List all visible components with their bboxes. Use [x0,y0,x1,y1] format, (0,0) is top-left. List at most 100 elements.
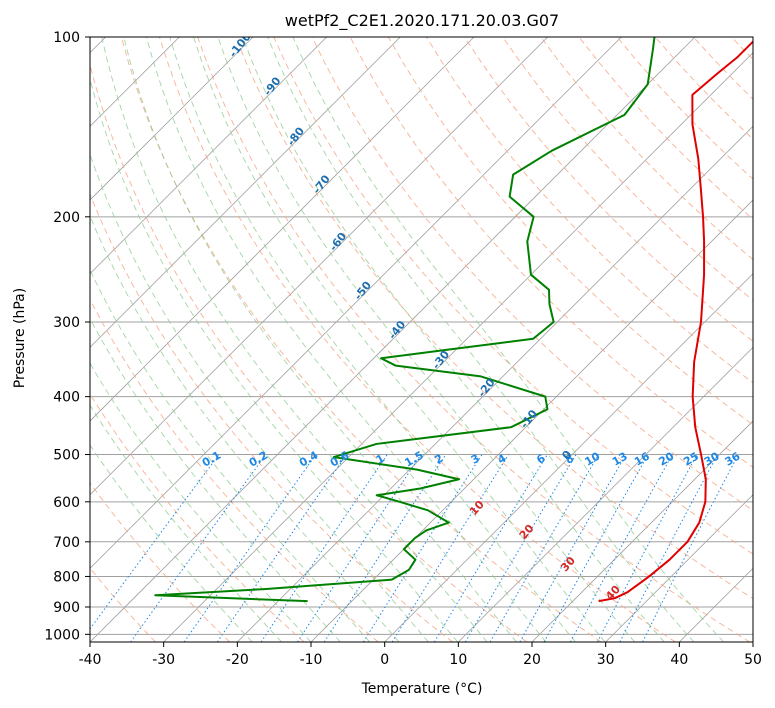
isotherm-line [90,37,254,201]
dry-adiabat-line [464,37,753,342]
mixing-ratio-line [260,454,388,642]
isotherm-line [163,52,753,642]
moist-adiabat-line [267,37,695,642]
y-tick-label: 700 [53,535,80,551]
mixing-ratio-label: 3 [469,452,482,467]
mixing-ratio-label: 0.2 [247,449,270,470]
dry-adiabat-line [90,63,528,642]
moist-adiabat-line [193,37,606,642]
dry-adiabat-line [273,37,753,555]
mixing-ratio-line [90,454,220,630]
mixing-ratio-label: 4 [495,451,508,466]
dry-adiabat-line [90,298,379,642]
dry-adiabat-line [311,37,753,511]
dry-adiabat-line [90,482,231,642]
dewpoint-line [154,37,656,603]
dry-adiabat-label: -80 [285,124,308,148]
y-axis-label: Pressure (hPa) [12,288,28,388]
dry-adiabat-line [426,37,753,384]
moist-adiabat-label: 30 [558,554,578,574]
moist-adiabat-line [217,37,635,642]
mixing-ratio-line [619,454,719,642]
dry-adiabat-line [0,37,7,642]
dry-adiabat-label: -60 [327,230,350,254]
dry-adiabat-line [159,37,676,642]
y-tick-label: 900 [53,600,80,616]
temperature-line [598,40,753,603]
dry-adiabat-line [654,37,753,140]
x-tick-label: -30 [152,652,175,668]
isotherm-line [752,641,753,642]
mixing-ratio-label: 36 [723,450,743,469]
dry-adiabat-label: -70 [310,172,333,196]
isotherm-line [384,273,753,642]
x-tick-label: 10 [449,652,467,668]
mixing-ratio-line [569,454,673,642]
isotherm-line [90,37,548,496]
dry-adiabat-line [197,37,751,642]
background-lines [0,37,775,642]
dry-adiabat-line [349,37,753,468]
mixing-ratio-line [464,454,577,642]
plot-frame [89,36,754,643]
y-tick-label: 200 [53,210,80,226]
series-group [154,37,753,603]
x-tick-label: 0 [380,652,389,668]
mixing-ratio-label: 13 [610,450,630,469]
y-tick-label: 300 [53,315,80,331]
y-tick-label: 100 [53,30,80,46]
mixing-ratio-label: 1.5 [402,449,425,470]
y-tick-label: 800 [53,569,80,585]
dry-adiabat-line [770,37,775,642]
x-tick-label: 50 [744,652,762,668]
isotherm-line [90,37,475,422]
moist-adiabat-line [123,37,517,642]
isotherm-line [90,37,401,348]
moist-adiabat-line [169,37,576,642]
mixing-ratio-line [362,454,483,642]
moist-adiabat-line [242,37,665,642]
mixing-ratio-line [489,454,600,642]
mixing-ratio-label: 30 [702,450,722,469]
y-axis: 100 200 300 400 500 600 700 800 900 1000 [44,30,90,643]
moist-adiabat-line [90,268,371,642]
dry-adiabat-line [120,37,602,642]
moist-adiabat-line [292,37,724,642]
mixing-ratio-label: 0.6 [328,448,352,469]
isotherm-line [310,199,753,642]
mixing-ratio-label: 6 [534,451,547,466]
dry-adiabat-line [540,37,753,261]
isotherm-line [605,494,753,642]
mixing-ratio-line [183,454,317,642]
dry-adiabat-line [387,37,753,426]
moist-adiabat-line [90,362,312,642]
dry-adiabat-line [692,37,753,100]
moist-adiabat-line [90,444,253,642]
mixing-ratio-line [433,454,548,642]
mixing-ratio-label: 25 [681,450,701,469]
mixing-ratio-line [323,454,447,642]
mixing-ratio-label: 10 [583,450,603,469]
mixing-ratio-line [130,454,267,642]
mixing-ratio-line [519,454,627,642]
mixing-ratio-line [216,454,348,642]
moist-adiabat-line [90,152,429,642]
isotherm-line [458,346,753,642]
x-tick-label: 40 [670,652,688,668]
x-axis: -40 -30 -20 -10 0 10 20 30 40 50 [79,642,762,668]
mixing-ratio-line [596,454,698,642]
isotherm-line [237,125,753,642]
isotherm-line [90,37,622,569]
dry-adiabat-label: -50 [352,278,375,302]
mixing-ratio-label: 0.1 [200,449,223,470]
mixing-ratio-line [297,454,422,642]
y-tick-label: 1000 [44,627,80,643]
chart-title: wetPf2_C2E1.2020.171.20.03.G07 [285,11,559,31]
y-tick-label: 600 [53,495,80,511]
mixing-ratio-label: 20 [656,450,676,469]
isotherm-line [90,37,327,275]
x-tick-label: 30 [597,652,615,668]
x-tick-label: -20 [226,652,249,668]
y-tick-label: 500 [53,448,80,464]
